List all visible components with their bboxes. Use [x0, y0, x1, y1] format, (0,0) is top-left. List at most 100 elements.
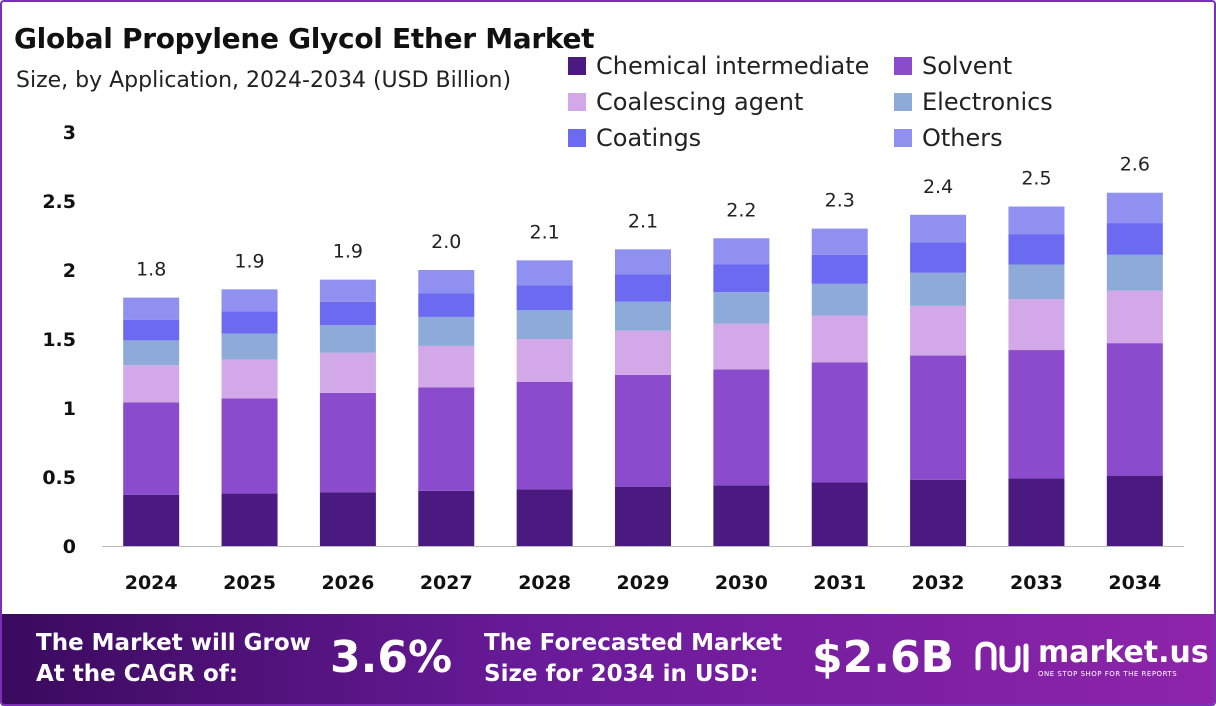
data-label-total-2025: 1.9 — [234, 250, 264, 272]
bar-segment-2024-others — [123, 297, 180, 320]
bar-segment-2034-electronics — [1106, 254, 1163, 291]
x-tick-label-2031: 2031 — [813, 572, 866, 594]
x-tick-label-2034: 2034 — [1108, 572, 1161, 594]
legend-swatch — [894, 93, 912, 111]
bar-segment-2032-solvent — [910, 355, 967, 480]
y-tick-label: 2 — [63, 260, 76, 282]
bar-segment-2031-coatings — [811, 254, 868, 284]
bar-segment-2026-coatings — [319, 301, 376, 326]
legend-item-coatings: Coatings — [568, 124, 701, 152]
bar-segment-2028-chemical-intermediate — [516, 489, 573, 546]
bar-segment-2026-solvent — [319, 392, 376, 493]
legend-swatch — [894, 57, 912, 75]
x-tick-label-2029: 2029 — [617, 572, 670, 594]
bar-segment-2030-others — [713, 238, 770, 265]
cagr-caption: The Market will Grow At the CAGR of: — [36, 628, 311, 690]
legend-swatch — [568, 57, 586, 75]
x-tick-label-2026: 2026 — [321, 572, 374, 594]
bar-segment-2027-chemical-intermediate — [418, 490, 475, 546]
market-us-logo: market.us ONE STOP SHOP FOR THE REPORTS — [974, 638, 1209, 678]
bar-segment-2033-chemical-intermediate — [1008, 478, 1065, 546]
bar-segment-2032-chemical-intermediate — [910, 479, 967, 546]
bar-segment-2028-others — [516, 260, 573, 286]
chart-subtitle: Size, by Application, 2024-2034 (USD Bil… — [16, 68, 512, 93]
legend-label: Electronics — [922, 88, 1053, 116]
data-label-total-2024: 1.8 — [136, 259, 166, 281]
bar-segment-2029-solvent — [615, 374, 671, 487]
forecast-caption-line1: The Forecasted Market — [484, 630, 783, 656]
bar-segment-2033-others — [1008, 206, 1065, 235]
cagr-caption-line1: The Market will Grow — [36, 630, 311, 656]
x-tick-label-2032: 2032 — [912, 572, 965, 594]
y-tick-label: 0 — [63, 536, 76, 558]
y-tick-label: 1.5 — [42, 329, 76, 351]
forecast-value: $2.6B — [812, 632, 955, 683]
y-tick-label: 1 — [63, 398, 76, 420]
data-label-total-2031: 2.3 — [825, 190, 855, 212]
legend-item-chemical-intermediate: Chemical intermediate — [568, 52, 869, 80]
bar-segment-2034-coatings — [1106, 223, 1163, 255]
y-tick-label: 2.5 — [42, 191, 76, 213]
bar-segment-2029-coatings — [615, 274, 671, 302]
bar-segment-2028-coalescing-agent — [516, 339, 573, 382]
bar-segment-2029-coalescing-agent — [615, 330, 671, 375]
data-label-total-2030: 2.2 — [726, 199, 756, 221]
bar-segment-2030-coatings — [713, 264, 770, 293]
bar-segment-2024-solvent — [123, 402, 180, 495]
bar-segment-2027-others — [418, 270, 475, 294]
logo-tagline: ONE STOP SHOP FOR THE REPORTS — [1038, 670, 1178, 678]
bar-segment-2034-coalescing-agent — [1106, 290, 1163, 344]
data-label-total-2033: 2.5 — [1021, 168, 1051, 190]
forecast-caption-line2: Size for 2034 in USD: — [484, 661, 759, 687]
bar-segment-2033-coalescing-agent — [1008, 298, 1065, 351]
bar-segment-2032-others — [910, 214, 967, 243]
bar-segment-2030-chemical-intermediate — [713, 485, 770, 546]
bar-segment-2033-coatings — [1008, 234, 1065, 265]
bar-segment-2024-electronics — [123, 340, 180, 366]
bar-segment-2032-electronics — [910, 272, 967, 306]
bar-segment-2029-electronics — [615, 301, 671, 331]
legend-label: Chemical intermediate — [596, 52, 870, 80]
bar-segment-2027-solvent — [418, 387, 475, 491]
bar-segment-2031-coalescing-agent — [811, 315, 868, 363]
bar-segment-2025-others — [221, 289, 278, 312]
bar-segment-2034-solvent — [1106, 343, 1163, 476]
data-label-total-2032: 2.4 — [923, 176, 953, 198]
legend-label: Solvent — [922, 52, 1013, 80]
legend-label: Others — [922, 124, 1003, 152]
x-tick-label-2028: 2028 — [518, 572, 571, 594]
y-tick-label: 3 — [63, 122, 76, 144]
bar-segment-2026-others — [319, 279, 376, 302]
bar-segment-2030-solvent — [713, 369, 770, 486]
cagr-caption-line2: At the CAGR of: — [36, 661, 239, 687]
x-tick-label-2024: 2024 — [125, 572, 178, 594]
bar-segment-2031-electronics — [811, 283, 868, 316]
data-label-total-2034: 2.6 — [1120, 154, 1150, 176]
logo-name: market.us — [1038, 635, 1209, 670]
legend-swatch — [894, 129, 912, 147]
bar-segment-2025-solvent — [221, 398, 278, 494]
bar-segment-2031-solvent — [811, 362, 868, 483]
bar-segment-2025-electronics — [221, 333, 278, 360]
x-tick-label-2025: 2025 — [223, 572, 276, 594]
bar-segment-2032-coatings — [910, 242, 967, 273]
bar-segment-2030-electronics — [713, 292, 770, 324]
legend-label: Coalescing agent — [596, 88, 804, 116]
data-label-total-2028: 2.1 — [530, 221, 560, 243]
bar-segment-2025-chemical-intermediate — [221, 493, 278, 546]
legend-item-others: Others — [894, 124, 1003, 152]
chart-title: Global Propylene Glycol Ether Market — [14, 22, 595, 55]
legend-swatch — [568, 93, 586, 111]
legend-item-coalescing-agent: Coalescing agent — [568, 88, 803, 116]
y-tick-label: 0.5 — [42, 467, 76, 489]
x-tick-label-2030: 2030 — [715, 572, 768, 594]
footer-banner: The Market will Grow At the CAGR of: 3.6… — [2, 614, 1214, 704]
bar-segment-2034-others — [1106, 192, 1163, 224]
bar-segment-2033-solvent — [1008, 350, 1065, 479]
bar-segment-2027-coatings — [418, 293, 475, 317]
bar-segment-2031-chemical-intermediate — [811, 482, 868, 546]
bar-segment-2024-coalescing-agent — [123, 365, 180, 403]
bar-segment-2024-coatings — [123, 319, 180, 341]
legend-item-electronics: Electronics — [894, 88, 1053, 116]
